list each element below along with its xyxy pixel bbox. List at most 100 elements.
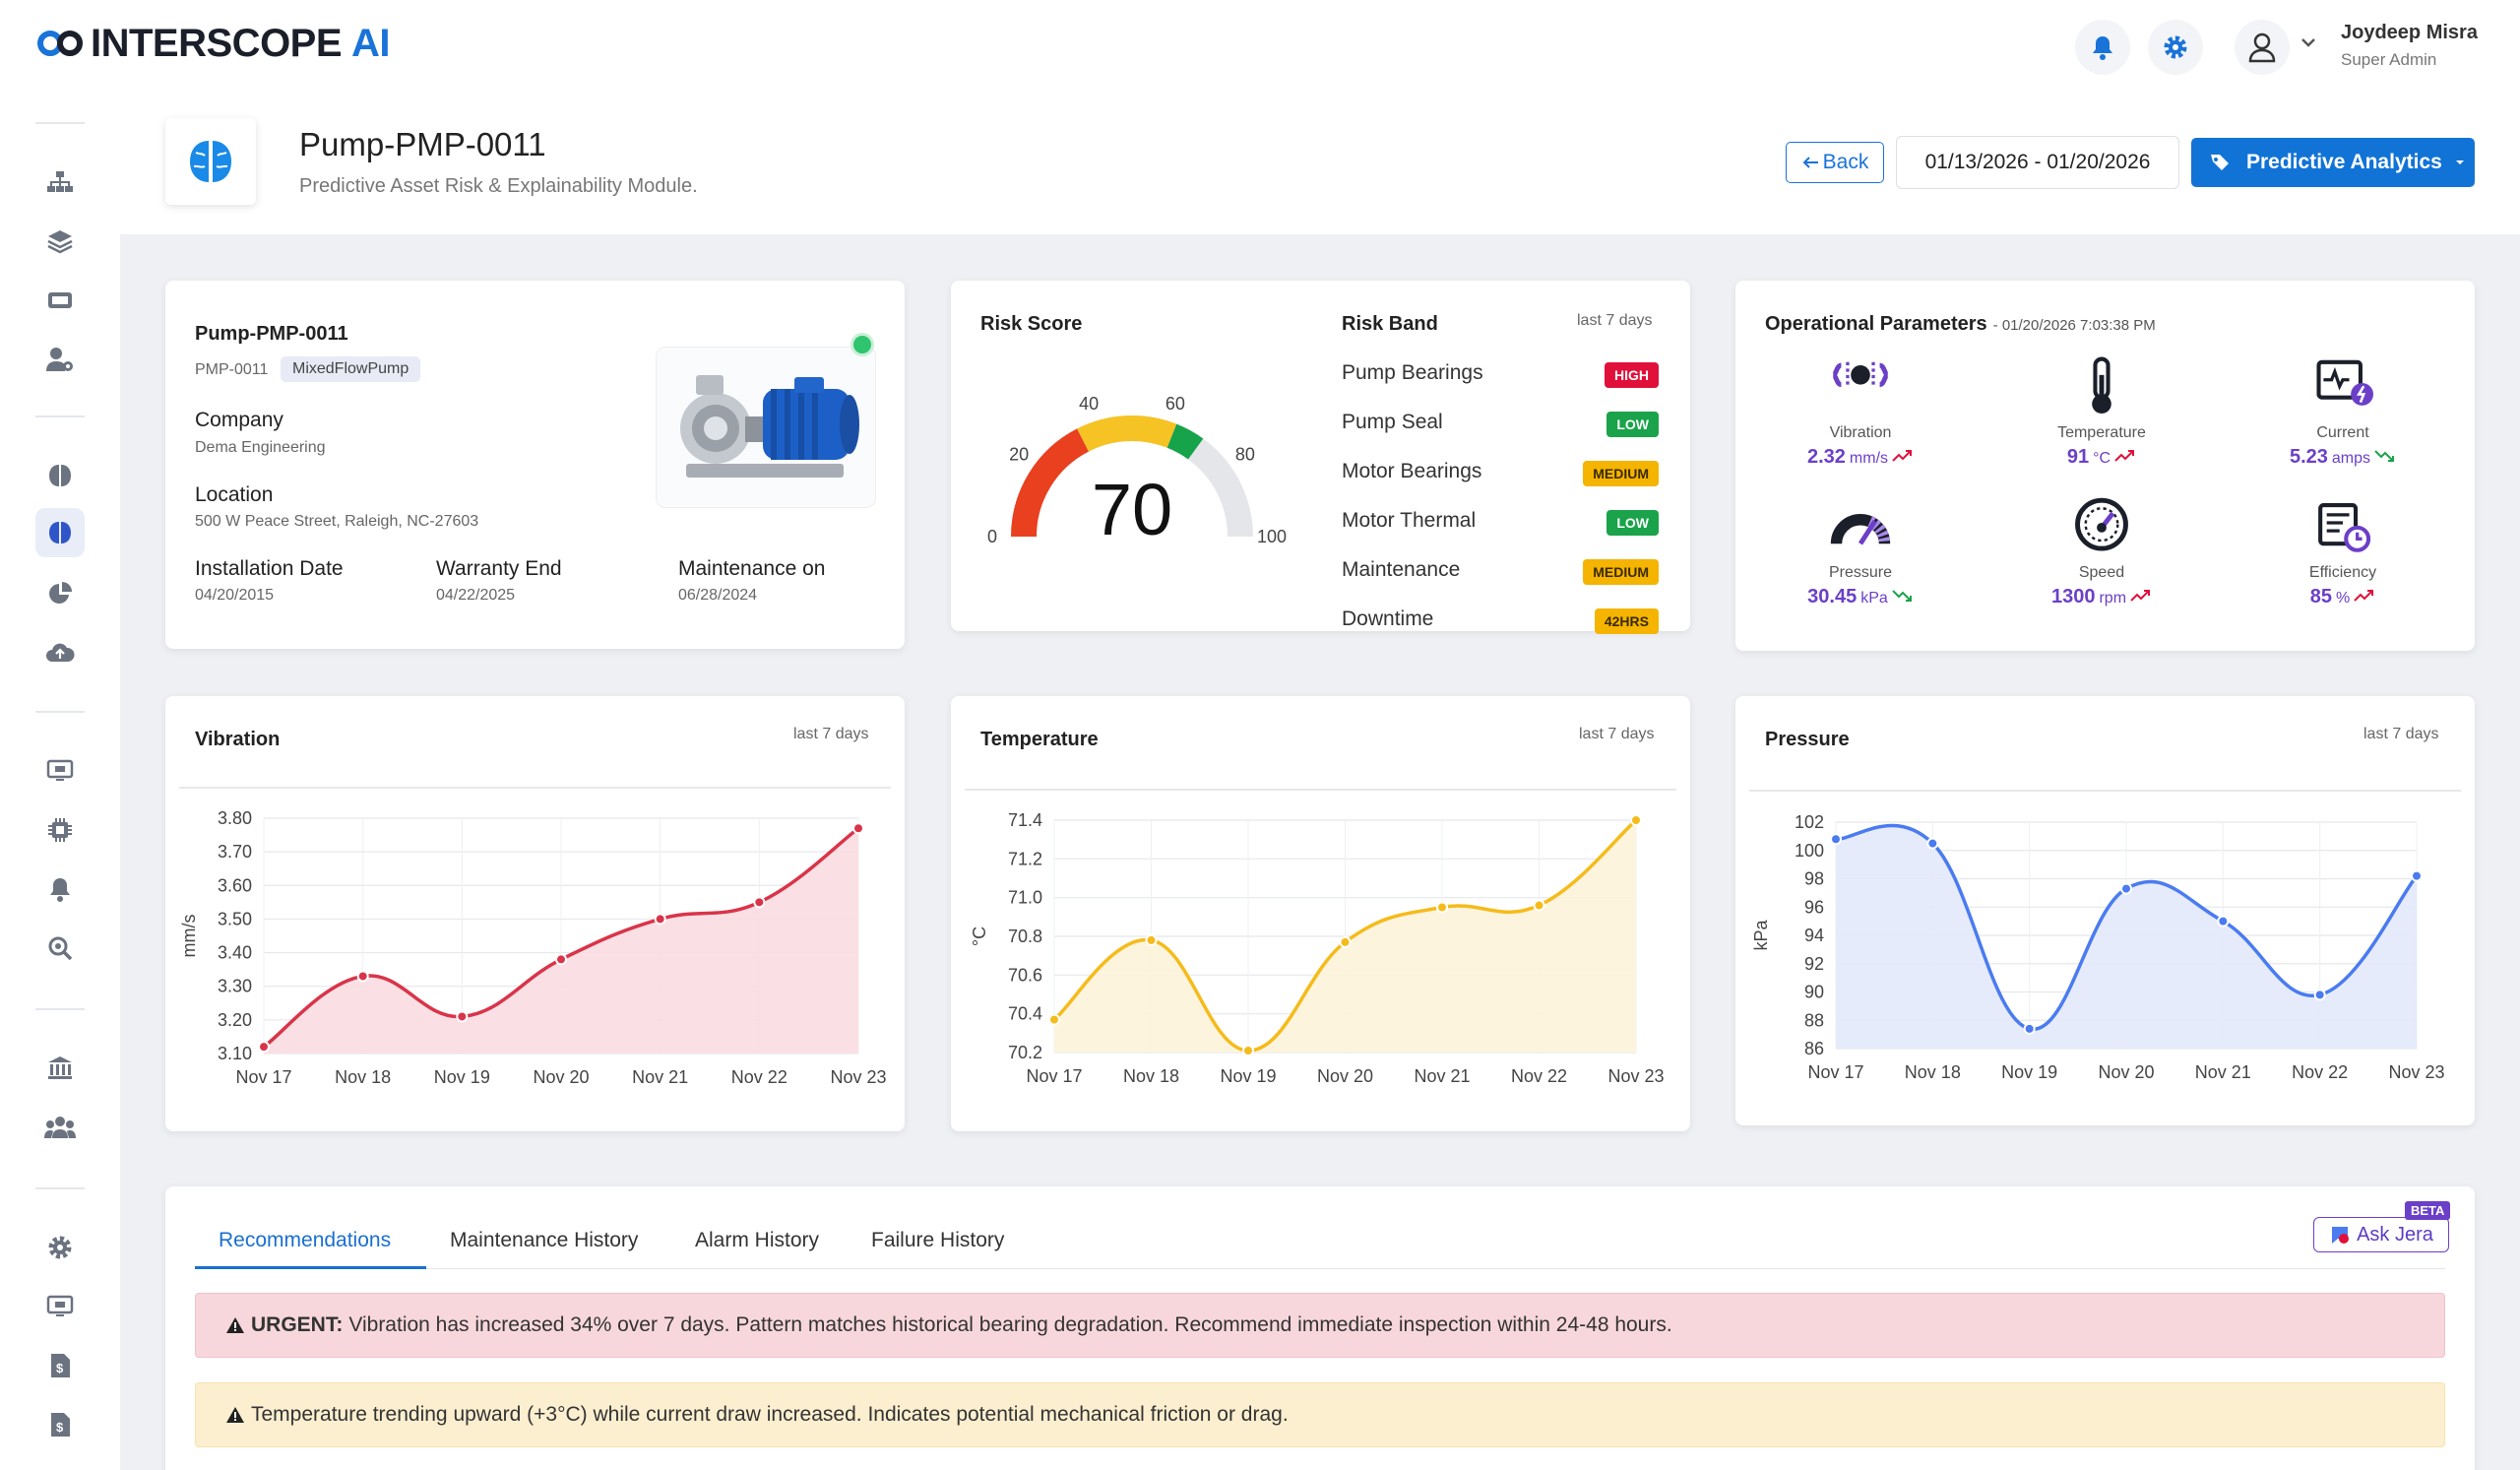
- date-range-picker[interactable]: 01/13/2026 - 01/20/2026: [1896, 136, 2179, 189]
- data-point[interactable]: [654, 913, 666, 926]
- sidebar-divider: [35, 122, 85, 124]
- speedometer-icon: [2075, 497, 2128, 551]
- pump-image: [656, 347, 876, 508]
- y-tick-label: 90: [1804, 983, 1824, 1002]
- tab-alarm-history[interactable]: Alarm History: [695, 1229, 820, 1251]
- data-point[interactable]: [456, 1010, 469, 1023]
- operational-param-label: Vibration: [1829, 424, 1892, 441]
- data-point[interactable]: [1926, 837, 1939, 850]
- sidebar-item-predictive[interactable]: [35, 508, 85, 557]
- x-tick-label: Nov 20: [2098, 1062, 2154, 1082]
- sidebar-item-monitor[interactable]: [35, 746, 85, 796]
- page-subtitle: Predictive Asset Risk & Explainability M…: [299, 175, 698, 197]
- risk-band-name: Pump Seal: [1342, 411, 1443, 433]
- data-point[interactable]: [2411, 869, 2423, 882]
- installation-date-label: Installation Date: [195, 557, 344, 580]
- sidebar-item-settings[interactable]: [35, 1223, 85, 1272]
- svg-text:$: $: [56, 1420, 64, 1435]
- tab-bar-line: [195, 1268, 2445, 1269]
- tab-recommendations[interactable]: Recommendations: [219, 1229, 392, 1251]
- data-point[interactable]: [555, 953, 567, 966]
- invoice-icon: $: [51, 1354, 70, 1377]
- x-tick-label: Nov 17: [1807, 1062, 1863, 1082]
- operational-param: Temperature 91 °C: [2003, 352, 2200, 469]
- gauge-high-segment: [1166, 423, 1204, 460]
- data-point[interactable]: [2120, 882, 2132, 895]
- sidebar-item-ai[interactable]: [35, 451, 85, 500]
- chevron-down-icon[interactable]: [2300, 35, 2317, 49]
- sidebar-item-display[interactable]: [35, 1282, 85, 1331]
- trend-up-icon: [1892, 450, 1913, 462]
- x-tick-label: Nov 21: [1414, 1066, 1470, 1086]
- sidebar-item-chip[interactable]: [35, 805, 85, 855]
- data-point[interactable]: [356, 970, 369, 983]
- data-point[interactable]: [852, 822, 864, 835]
- data-point[interactable]: [1830, 833, 1842, 846]
- risk-band-name: Maintenance: [1342, 558, 1461, 581]
- y-tick-label: 3.50: [218, 909, 252, 928]
- vibration-chart: 3.10 3.20 3.30 3.40 3.50 3.60 3.70 3.80 Nov 17 No…: [179, 787, 891, 1087]
- y-axis-label: kPa: [1751, 920, 1771, 951]
- back-button[interactable]: Back: [1786, 142, 1884, 183]
- sidebar-item-billing[interactable]: $: [35, 1341, 85, 1390]
- param-unit: °C: [2093, 450, 2111, 467]
- y-tick-label: 98: [1804, 869, 1824, 889]
- sidebar-item-upload[interactable]: [35, 628, 85, 677]
- operational-param-label: Efficiency: [2308, 564, 2377, 581]
- data-point[interactable]: [2023, 1022, 2036, 1035]
- user-info[interactable]: Joydeep Misra Super Admin: [2341, 22, 2478, 70]
- user-avatar[interactable]: [2235, 20, 2290, 75]
- y-tick-label: 70.4: [1008, 1004, 1042, 1024]
- sidebar: $ $: [0, 87, 120, 1470]
- y-tick-label: 92: [1804, 954, 1824, 974]
- data-point[interactable]: [1242, 1045, 1254, 1057]
- sidebar-item-hierarchy[interactable]: [35, 158, 85, 207]
- x-tick-label: Nov 18: [1123, 1066, 1179, 1086]
- app-logo[interactable]: INTERSCOPE AI: [35, 21, 391, 65]
- sidebar-item-devices[interactable]: [35, 276, 85, 325]
- brand-suffix: AI: [351, 21, 391, 65]
- data-point[interactable]: [1048, 1013, 1060, 1026]
- maintenance-on-label: Maintenance on: [678, 557, 826, 580]
- predictive-analytics-button[interactable]: Predictive Analytics: [2191, 138, 2475, 187]
- tab-failure-history[interactable]: Failure History: [871, 1229, 1005, 1251]
- sidebar-item-layers[interactable]: [35, 217, 85, 266]
- sidebar-item-alerts[interactable]: [35, 864, 85, 914]
- x-tick-label: Nov 20: [533, 1067, 589, 1087]
- y-axis-label: °C: [970, 927, 989, 946]
- param-value: 5.23: [2289, 446, 2328, 468]
- sidebar-item-organization[interactable]: [35, 1044, 85, 1093]
- notifications-button[interactable]: [2075, 20, 2130, 75]
- y-tick-label: 3.10: [218, 1044, 252, 1063]
- sidebar-item-invoices[interactable]: $: [35, 1400, 85, 1449]
- settings-button[interactable]: [2148, 20, 2203, 75]
- page-title: Pump-PMP-0011: [299, 126, 546, 162]
- location-value: 500 W Peace Street, Raleigh, NC-27603: [195, 513, 479, 530]
- operational-param: Current 5.23 amps: [2244, 352, 2441, 469]
- data-point[interactable]: [2313, 989, 2326, 1001]
- x-tick-label: Nov 17: [235, 1067, 291, 1087]
- param-unit: rpm: [2099, 590, 2127, 607]
- data-point[interactable]: [2217, 915, 2230, 927]
- data-point[interactable]: [1339, 935, 1352, 948]
- data-point[interactable]: [753, 896, 766, 909]
- risk-level-badge: 42HRS: [1594, 608, 1659, 634]
- tab-maintenance-history[interactable]: Maintenance History: [450, 1229, 639, 1251]
- sidebar-item-user-settings[interactable]: [35, 335, 85, 384]
- data-point[interactable]: [1145, 933, 1158, 946]
- data-point[interactable]: [1630, 814, 1642, 826]
- urgent-text: Vibration has increased 34% over 7 days.…: [348, 1313, 1672, 1336]
- risk-band-period: last 7 days: [1577, 312, 1653, 329]
- data-point[interactable]: [1436, 901, 1448, 914]
- urgent-prefix: URGENT:: [251, 1313, 344, 1336]
- sidebar-item-reports[interactable]: [35, 569, 85, 618]
- risk-band-name: Pump Bearings: [1342, 361, 1483, 384]
- param-unit: amps: [2331, 450, 2371, 467]
- data-point[interactable]: [1533, 899, 1545, 912]
- sidebar-item-team[interactable]: [35, 1103, 85, 1152]
- param-value: 85: [2309, 586, 2332, 607]
- data-point[interactable]: [258, 1041, 270, 1054]
- sidebar-item-search[interactable]: [35, 924, 85, 973]
- ask-jera-button[interactable]: Ask Jera: [2313, 1217, 2449, 1252]
- predictive-analytics-label: Predictive Analytics: [2246, 151, 2442, 173]
